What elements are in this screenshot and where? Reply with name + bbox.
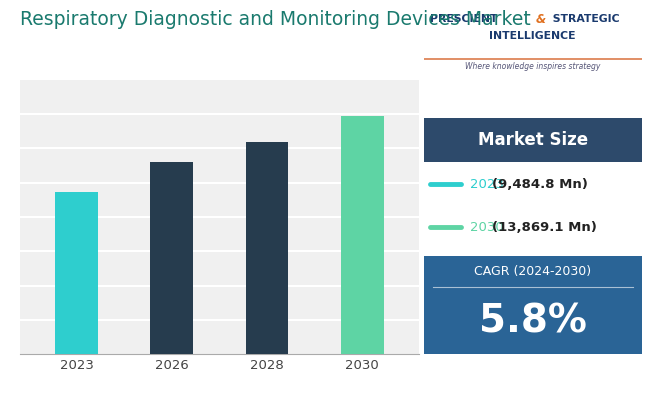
Text: Where knowledge inspires strategy: Where knowledge inspires strategy <box>465 62 601 71</box>
Text: 2023: 2023 <box>469 178 508 191</box>
Text: PRESCIENT: PRESCIENT <box>430 14 498 24</box>
Text: Market Size: Market Size <box>478 131 588 149</box>
Text: 2030: 2030 <box>469 221 508 234</box>
Text: Respiratory Diagnostic and Monitoring Devices Market: Respiratory Diagnostic and Monitoring De… <box>20 10 530 29</box>
Text: (9,484.8 Mn): (9,484.8 Mn) <box>493 178 588 191</box>
Bar <box>341 116 384 354</box>
Bar <box>55 192 98 354</box>
Bar <box>150 162 193 354</box>
Text: 5.8%: 5.8% <box>479 303 586 341</box>
Text: &: & <box>536 13 546 26</box>
Text: INTELLIGENCE: INTELLIGENCE <box>489 30 576 40</box>
Bar <box>246 142 289 354</box>
Text: STRATEGIC: STRATEGIC <box>549 14 619 24</box>
Text: (13,869.1 Mn): (13,869.1 Mn) <box>493 221 597 234</box>
Text: CAGR (2024-2030): CAGR (2024-2030) <box>474 265 592 278</box>
